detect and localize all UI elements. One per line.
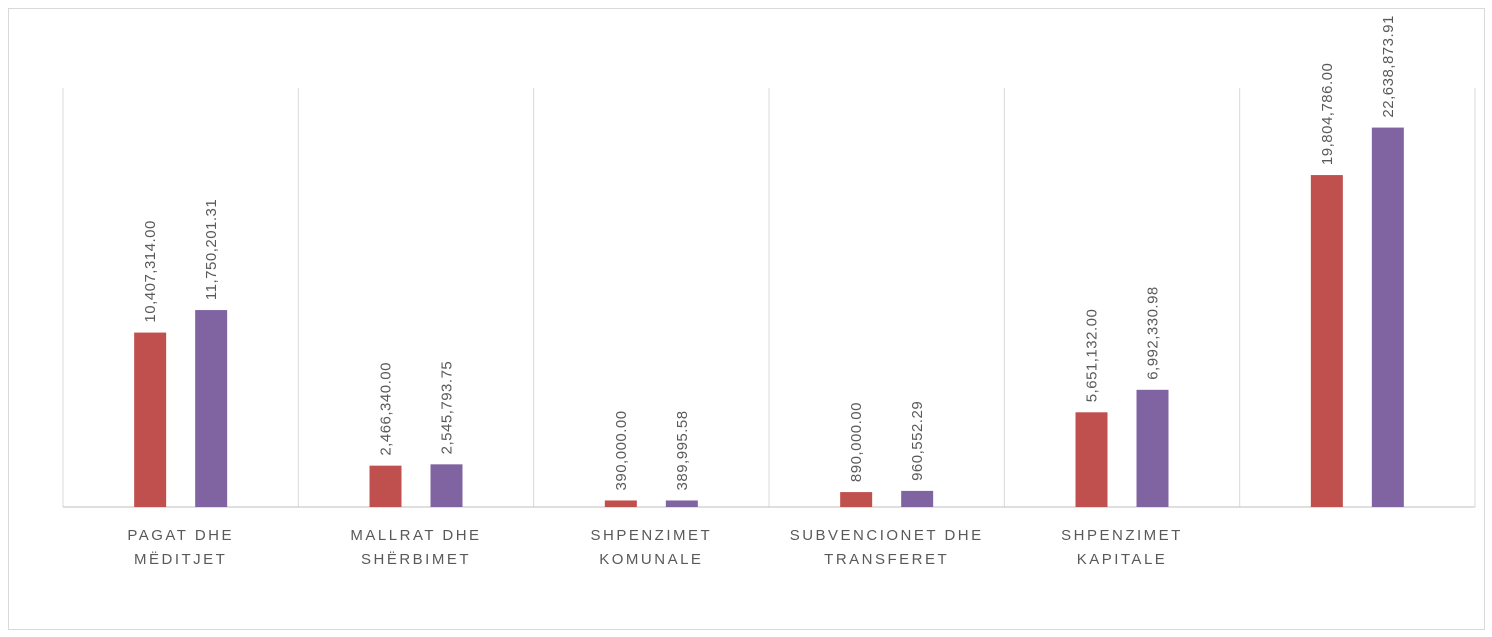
x-tick-label: SUBVENCIONET DHE TRANSFERET — [790, 527, 984, 568]
bar — [1075, 412, 1108, 507]
value-label: 2,466,340.00 — [378, 362, 395, 456]
bar — [901, 490, 934, 507]
value-label: 2,545,793.75 — [439, 361, 456, 455]
bar — [1136, 389, 1169, 507]
x-tick-label: PAGAT DHE MËDITJET — [127, 527, 234, 568]
value-label: 890,000.00 — [848, 402, 865, 482]
bar — [840, 492, 873, 507]
bar — [1310, 175, 1343, 508]
value-label: 390,000.00 — [613, 410, 630, 490]
value-label: 22,638,873.91 — [1380, 15, 1397, 117]
value-label: 6,992,330.98 — [1145, 286, 1162, 380]
bar — [369, 465, 402, 507]
bar — [134, 332, 167, 507]
value-label: 10,407,314.00 — [142, 220, 159, 322]
value-label: 11,750,201.31 — [203, 199, 220, 300]
value-label: 19,804,786.00 — [1319, 63, 1336, 165]
x-tick-label: SHPENZIMET KOMUNALE — [590, 527, 712, 568]
bar — [195, 310, 228, 507]
bar — [665, 500, 698, 507]
x-tick-label: MALLRAT DHE SHËRBIMET — [350, 527, 481, 568]
value-label: 389,995.58 — [674, 410, 691, 490]
bar — [1371, 127, 1404, 507]
bar — [430, 464, 463, 507]
chart-border — [8, 8, 1485, 630]
value-label: 960,552.29 — [909, 401, 926, 481]
bar — [604, 500, 637, 507]
value-label: 5,651,132.00 — [1084, 309, 1101, 403]
x-tick-label: SHPENZIMET KAPITALE — [1061, 527, 1183, 568]
